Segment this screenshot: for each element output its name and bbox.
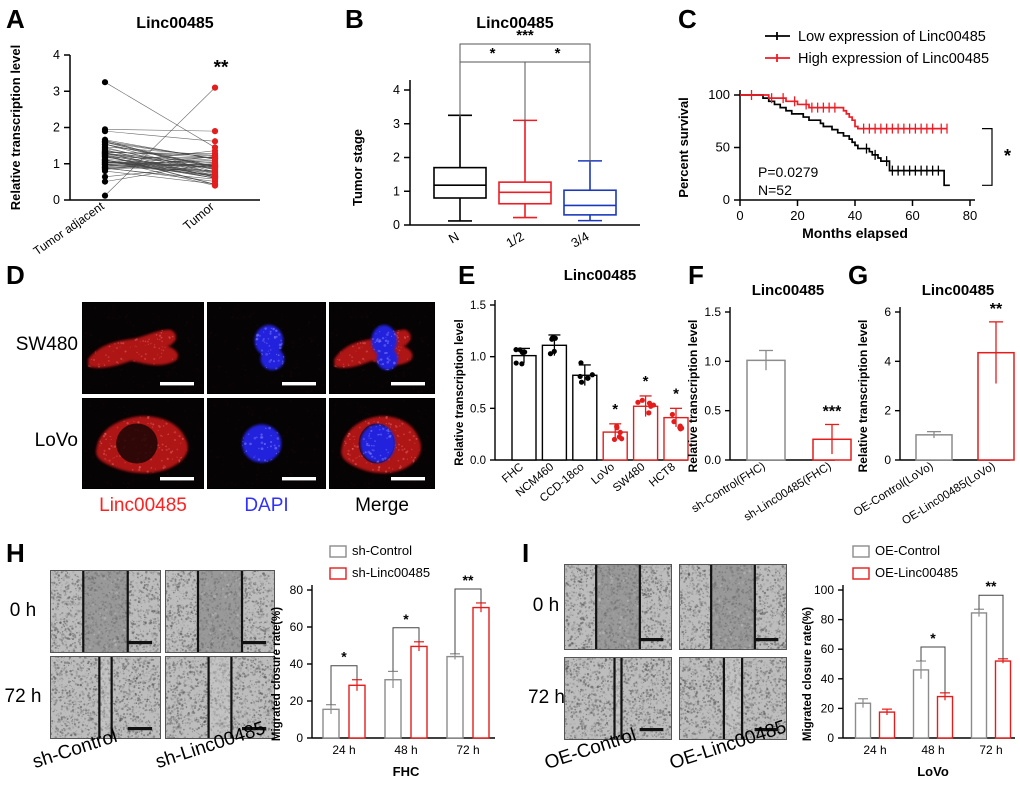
svg-text:Months elapsed: Months elapsed [802,225,908,241]
svg-text:1/2: 1/2 [503,229,526,251]
svg-text:Relative transcription level: Relative transcription level [8,45,23,210]
svg-text:2: 2 [53,121,60,135]
svg-text:Relative transcription level: Relative transcription level [686,320,700,473]
svg-text:3: 3 [393,117,400,131]
svg-text:**: ** [214,58,229,79]
svg-text:Linc00485: Linc00485 [564,267,637,284]
svg-text:Tumor stage: Tumor stage [350,129,365,206]
svg-text:High expression of Linc00485: High expression of Linc00485 [798,51,989,67]
svg-text:SW480: SW480 [611,461,648,494]
svg-text:Percent survival: Percent survival [676,97,691,197]
svg-text:Relative transcription level: Relative transcription level [454,319,466,465]
svg-text:0: 0 [393,218,400,232]
svg-text:**: ** [990,301,1003,318]
svg-text:4: 4 [884,354,891,368]
svg-text:0: 0 [736,208,743,223]
svg-text:Linc00485: Linc00485 [476,15,553,32]
svg-text:1.0: 1.0 [470,352,486,364]
svg-text:HCT8: HCT8 [647,461,678,489]
svg-text:0.5: 0.5 [470,403,486,415]
svg-text:*: * [490,45,496,62]
svg-text:***: *** [516,27,534,44]
svg-text:1: 1 [53,157,60,171]
svg-text:4: 4 [393,83,400,97]
svg-text:Linc00485: Linc00485 [136,15,213,32]
svg-text:Linc00485: Linc00485 [922,282,995,299]
svg-text:60: 60 [905,208,919,223]
svg-text:Low expression of Linc00485: Low expression of Linc00485 [798,29,986,45]
svg-text:100: 100 [708,87,730,102]
svg-text:20: 20 [790,208,804,223]
svg-text:*: * [673,385,679,402]
svg-text:1.5: 1.5 [470,300,486,312]
svg-text:0.5: 0.5 [704,404,721,418]
svg-text:80: 80 [963,208,977,223]
svg-text:0: 0 [884,453,891,467]
svg-text:N=52: N=52 [758,182,792,198]
svg-text:3/4: 3/4 [568,229,591,251]
svg-text:*: * [612,401,618,418]
svg-text:Linc00485: Linc00485 [752,282,825,299]
svg-text:6: 6 [884,305,891,319]
svg-text:*: * [643,373,649,390]
svg-text:0: 0 [723,192,730,207]
svg-text:P=0.0279: P=0.0279 [758,164,819,180]
svg-text:3: 3 [53,84,60,98]
svg-text:N: N [446,229,462,247]
svg-text:0: 0 [53,193,60,207]
svg-text:1: 1 [393,184,400,198]
svg-text:***: *** [823,403,842,420]
svg-text:0.0: 0.0 [470,455,486,467]
svg-text:*: * [555,45,561,62]
svg-text:4: 4 [53,48,60,62]
svg-text:40: 40 [848,208,862,223]
svg-text:0.0: 0.0 [704,453,721,467]
svg-text:*: * [1004,146,1011,166]
svg-text:FHC: FHC [500,461,526,485]
svg-text:2: 2 [884,404,891,418]
svg-text:2: 2 [393,151,400,165]
svg-text:1.0: 1.0 [704,354,721,368]
svg-text:Tumor: Tumor [181,200,217,234]
svg-text:50: 50 [716,140,730,155]
svg-text:1.5: 1.5 [704,305,721,319]
svg-text:Relative transcription level: Relative transcription level [856,320,870,473]
